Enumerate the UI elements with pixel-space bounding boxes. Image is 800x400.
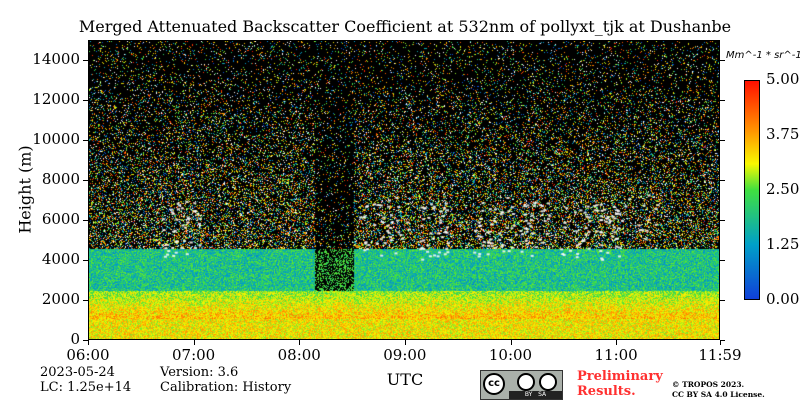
preliminary-notice: Preliminary Results. <box>577 369 663 399</box>
x-tick-label: 07:00 <box>172 346 216 364</box>
y-tick-mark <box>83 140 88 141</box>
version-label: Version: 3.6 <box>160 365 239 380</box>
colorbar-unit: Mm^-1 * sr^-1 <box>726 50 800 61</box>
colorbar-tick-label: 2.50 <box>766 180 800 198</box>
y-tick-label: 0 <box>70 330 80 348</box>
x-tick-label: 06:00 <box>66 346 110 364</box>
y-tick-label: 10000 <box>32 130 80 148</box>
colorbar <box>744 80 760 300</box>
copyright: © TROPOS 2023. CC BY SA 4.0 License. <box>672 380 765 399</box>
colorbar-tick-label: 0.00 <box>766 290 800 308</box>
colorbar-tick-label: 1.25 <box>766 235 800 253</box>
chart-title: Merged Attenuated Backscatter Coefficien… <box>78 17 732 36</box>
x-tick-label: 08:00 <box>277 346 321 364</box>
x-tick-label: 11:00 <box>594 346 638 364</box>
x-tick-mark <box>510 340 512 345</box>
y-tick-mark <box>720 140 725 141</box>
date-label: 2023-05-24 <box>40 365 115 380</box>
y-tick-mark <box>720 100 725 101</box>
x-tick-label: 10:00 <box>488 346 533 364</box>
y-tick-mark <box>83 60 88 61</box>
y-tick-label: 14000 <box>32 50 80 68</box>
calibration-label: Calibration: History <box>160 380 292 395</box>
x-tick-mark <box>88 340 89 345</box>
y-tick-mark <box>83 180 88 181</box>
y-tick-mark <box>720 220 725 221</box>
y-tick-label: 4000 <box>41 250 80 268</box>
y-tick-mark <box>83 100 88 101</box>
colorbar-tick-label: 3.75 <box>766 125 800 143</box>
x-tick-label: 09:00 <box>383 346 427 364</box>
colorbar-tick-label: 5.00 <box>766 70 800 88</box>
y-tick-mark <box>720 60 725 61</box>
y-tick-label: 8000 <box>41 170 80 188</box>
y-tick-mark <box>83 220 88 221</box>
y-tick-mark <box>720 340 725 341</box>
x-tick-mark <box>404 340 406 345</box>
y-axis-label: Height (m) <box>15 145 35 234</box>
x-axis-label: UTC <box>386 370 424 389</box>
backscatter-heatmap <box>89 41 719 339</box>
y-tick-mark <box>720 300 725 301</box>
y-tick-mark <box>83 260 88 261</box>
y-tick-mark <box>83 300 88 301</box>
cc-by-sa-logo: cc BY SA <box>480 370 563 400</box>
x-tick-label: 11:59 <box>698 346 742 364</box>
x-tick-mark <box>193 340 195 345</box>
y-tick-mark <box>720 180 725 181</box>
x-tick-mark <box>720 340 721 345</box>
x-tick-mark <box>299 340 301 345</box>
y-tick-label: 12000 <box>32 90 80 108</box>
y-tick-label: 6000 <box>41 210 80 228</box>
lc-label: LC: 1.25e+14 <box>40 380 132 395</box>
x-tick-mark <box>616 340 618 345</box>
y-tick-label: 2000 <box>41 290 80 308</box>
plot-area <box>88 40 720 340</box>
y-tick-mark <box>83 340 88 341</box>
y-tick-mark <box>720 260 725 261</box>
